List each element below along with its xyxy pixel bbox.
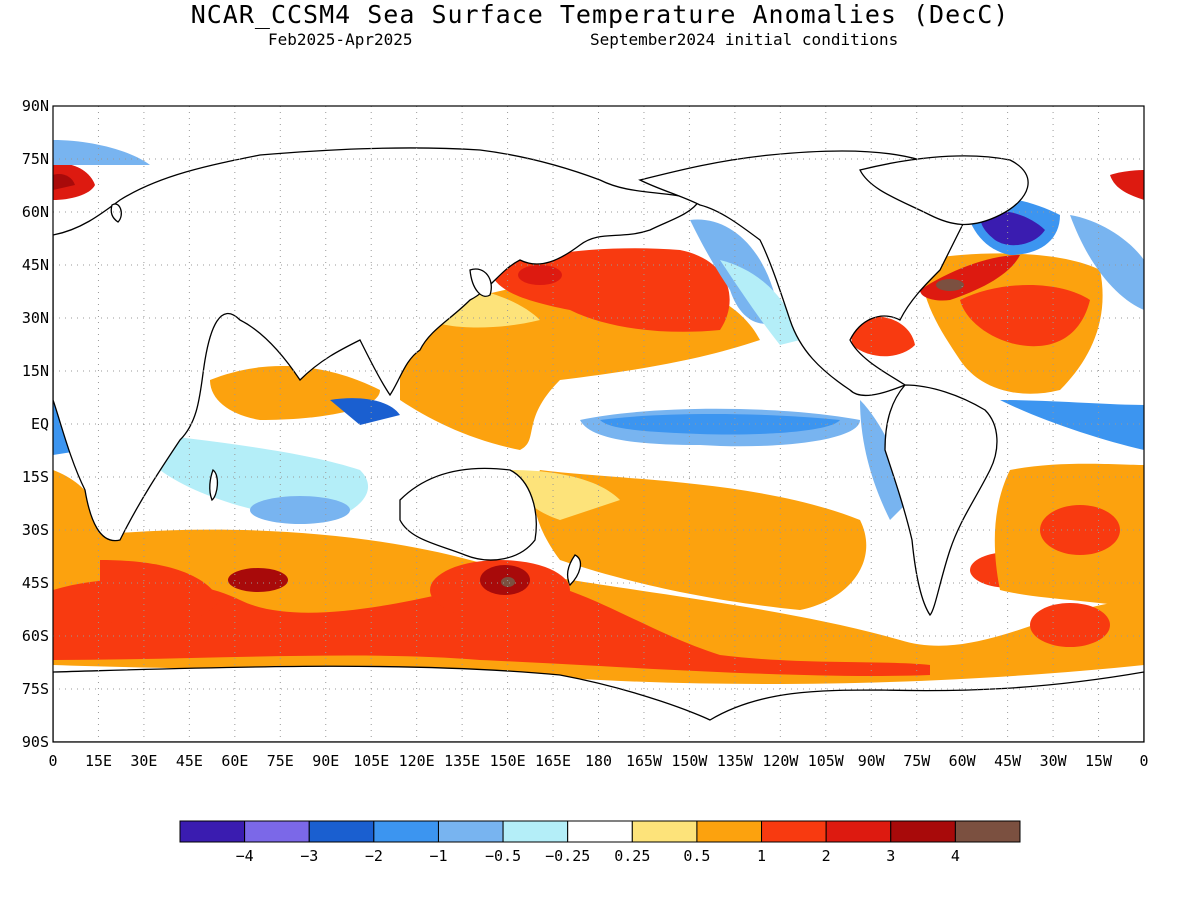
latitude-tick-label: 75S [22,680,49,698]
colorbar-label: 0.5 [683,847,710,865]
gulf-of-mexico-warm [850,316,915,357]
longitude-tick-label: 150W [671,752,708,770]
colorbar-label: −2 [365,847,383,865]
colorbar-swatch [567,820,633,843]
longitude-tick-label: 75W [903,752,931,770]
longitude-tick-label: 60W [949,752,977,770]
southern-ocean-strong-warm [53,578,930,677]
africa-eurasia-land [53,147,702,542]
longitude-tick-label: 90W [858,752,886,770]
australia-land [399,467,537,561]
subtitle-period: Feb2025-Apr2025 [268,30,413,49]
longitude-tick-label: 165W [626,752,663,770]
longitude-tick-label: 135E [444,752,480,770]
coastlines [53,147,1144,742]
longitude-tick-label: 60E [221,752,248,770]
latitude-tick-label: 15S [22,468,49,486]
colorbar-swatch [631,820,698,843]
latitude-tick-label: 75N [22,150,49,168]
longitude-tick-label: 15W [1085,752,1113,770]
colorbar-swatch [954,820,1021,843]
longitude-tick-label: 75E [267,752,294,770]
colorbar-label: 3 [886,847,895,865]
colorbar-label: −3 [300,847,318,865]
japan-land [469,268,492,297]
latitude-tick-label: 30N [22,309,49,327]
longitude-tick-label: 120W [762,752,799,770]
longitude-tick-label: 45W [994,752,1022,770]
longitude-tick-label: 165E [535,752,571,770]
north-indian-warm [210,366,380,420]
longitude-tick-label: 150E [490,752,526,770]
colorbar-swatch [696,820,763,843]
latitude-tick-label: 15N [22,362,49,380]
latitude-tick-label: 45S [22,574,49,592]
longitude-tick-label: 180 [585,752,612,770]
latitude-tick-label: 90N [22,97,49,115]
longitude-tick-label: 45E [176,752,203,770]
longitude-tick-label: 30E [130,752,157,770]
subtitle-initial-conditions: September2024 initial conditions [590,30,899,49]
latitude-tick-label: 45N [22,256,49,274]
south-america-land [884,384,998,617]
map-frame [52,105,1145,743]
south-indian-warm [100,560,220,626]
colorbar-label: −1 [429,847,447,865]
longitude-tick-label: 90E [312,752,339,770]
north-america-land [638,150,974,397]
colorbar-label: 2 [822,847,831,865]
latitude-tick-label: EQ [31,415,49,433]
south-pacific-warm [534,470,867,610]
colorbar-label: 0.25 [614,847,650,865]
colorbar-swatch [244,820,310,843]
colorbar-swatch [179,820,246,843]
colorbar-swatch [373,820,439,843]
longitude-tick-label: 0 [49,752,58,770]
longitude-tick-label: 105E [353,752,389,770]
indian-ocean-cool-core [250,496,350,524]
colorbar-label: 4 [951,847,960,865]
latitude-axis: 90N 75N 60N 45N 30N 15N EQ 15S 30S 45S 60S 75S 90S [22,97,49,751]
colorbar-swatch [890,820,956,843]
graticule [53,106,1144,742]
longitude-tick-label: 105W [808,752,845,770]
colorbar-swatch [308,820,375,843]
latitude-tick-label: 60N [22,203,49,221]
longitude-tick-label: 30W [1040,752,1068,770]
colorbar-swatch [437,820,504,843]
colorbar-label: −0.5 [485,847,521,865]
longitude-tick-label: 135W [717,752,754,770]
colorbar-swatch [502,820,569,843]
uk-land [110,203,122,223]
colorbar-label: 1 [757,847,766,865]
latitude-tick-label: 90S [22,733,49,751]
latitude-tick-label: 30S [22,521,49,539]
longitude-axis: 0 15E 30E 45E 60E 75E 90E 105E 120E 135E 150E 165E 1… [49,752,1149,770]
colorbar: −4 −3 −2 −1 −0.5 −0.25 0.25 0.5 1 2 3 4 [179,820,1021,865]
greenland-land [859,155,1029,226]
new-zealand-land [566,554,582,587]
longitude-tick-label: 0 [1140,752,1149,770]
colorbar-label: −4 [236,847,254,865]
colorbar-swatch [825,820,892,843]
longitude-tick-label: 15E [85,752,112,770]
colorbar-label: −0.25 [545,847,590,865]
colorbar-swatch [761,820,827,843]
chart-title: NCAR_CCSM4 Sea Surface Temperature Anoma… [190,0,1010,29]
latitude-tick-label: 60S [22,627,49,645]
longitude-tick-label: 120E [399,752,435,770]
